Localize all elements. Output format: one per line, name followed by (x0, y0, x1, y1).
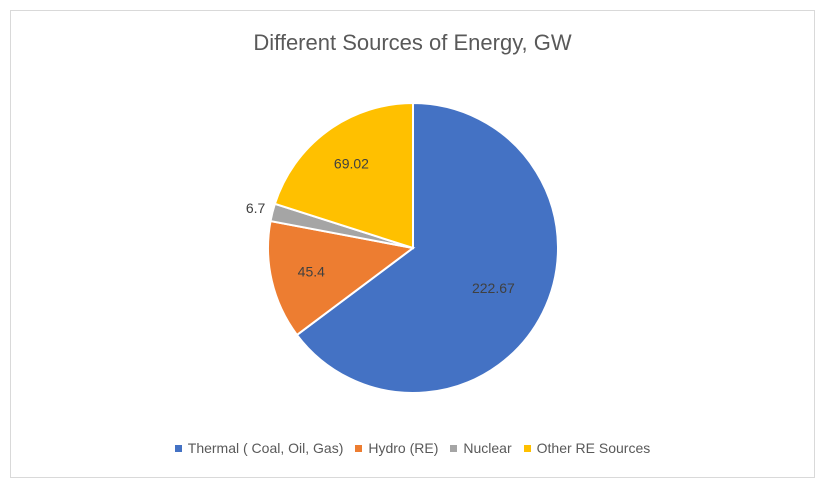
legend-label: Thermal ( Coal, Oil, Gas) (187, 440, 344, 456)
legend-label: Hydro (RE) (368, 440, 439, 456)
pie-slice-hydro-re (267, 219, 416, 337)
pie-slice-other-re-sources (273, 101, 414, 250)
legend-swatch (450, 444, 458, 452)
legend-swatch (174, 444, 182, 452)
pie-slice-thermal-coal-oil-gas (295, 101, 559, 394)
data-label-other-re-sources: 69.02 (334, 156, 369, 172)
chart-legend: Thermal ( Coal, Oil, Gas) Hydro (RE) Nucle… (0, 440, 825, 456)
legend-item-nuclear: Nuclear (450, 440, 512, 456)
legend-item-hydro-re: Hydro (RE) (355, 440, 438, 456)
legend-swatch (355, 444, 363, 452)
data-label-thermal-coal-oil-gas: 222.67 (472, 280, 515, 296)
legend-label: Nuclear (463, 440, 512, 456)
legend-swatch (523, 444, 531, 452)
chart-title: Different Sources of Energy, GW (253, 30, 572, 55)
legend-item-other-re-sources: Other RE Sources (523, 440, 651, 456)
legend-label: Other RE Sources (536, 440, 651, 456)
legend-item-thermal-coal-oil-gas: Thermal ( Coal, Oil, Gas) (174, 440, 344, 456)
data-label-nuclear: 6.7 (246, 200, 266, 216)
data-label-hydro-re: 45.4 (298, 264, 325, 280)
